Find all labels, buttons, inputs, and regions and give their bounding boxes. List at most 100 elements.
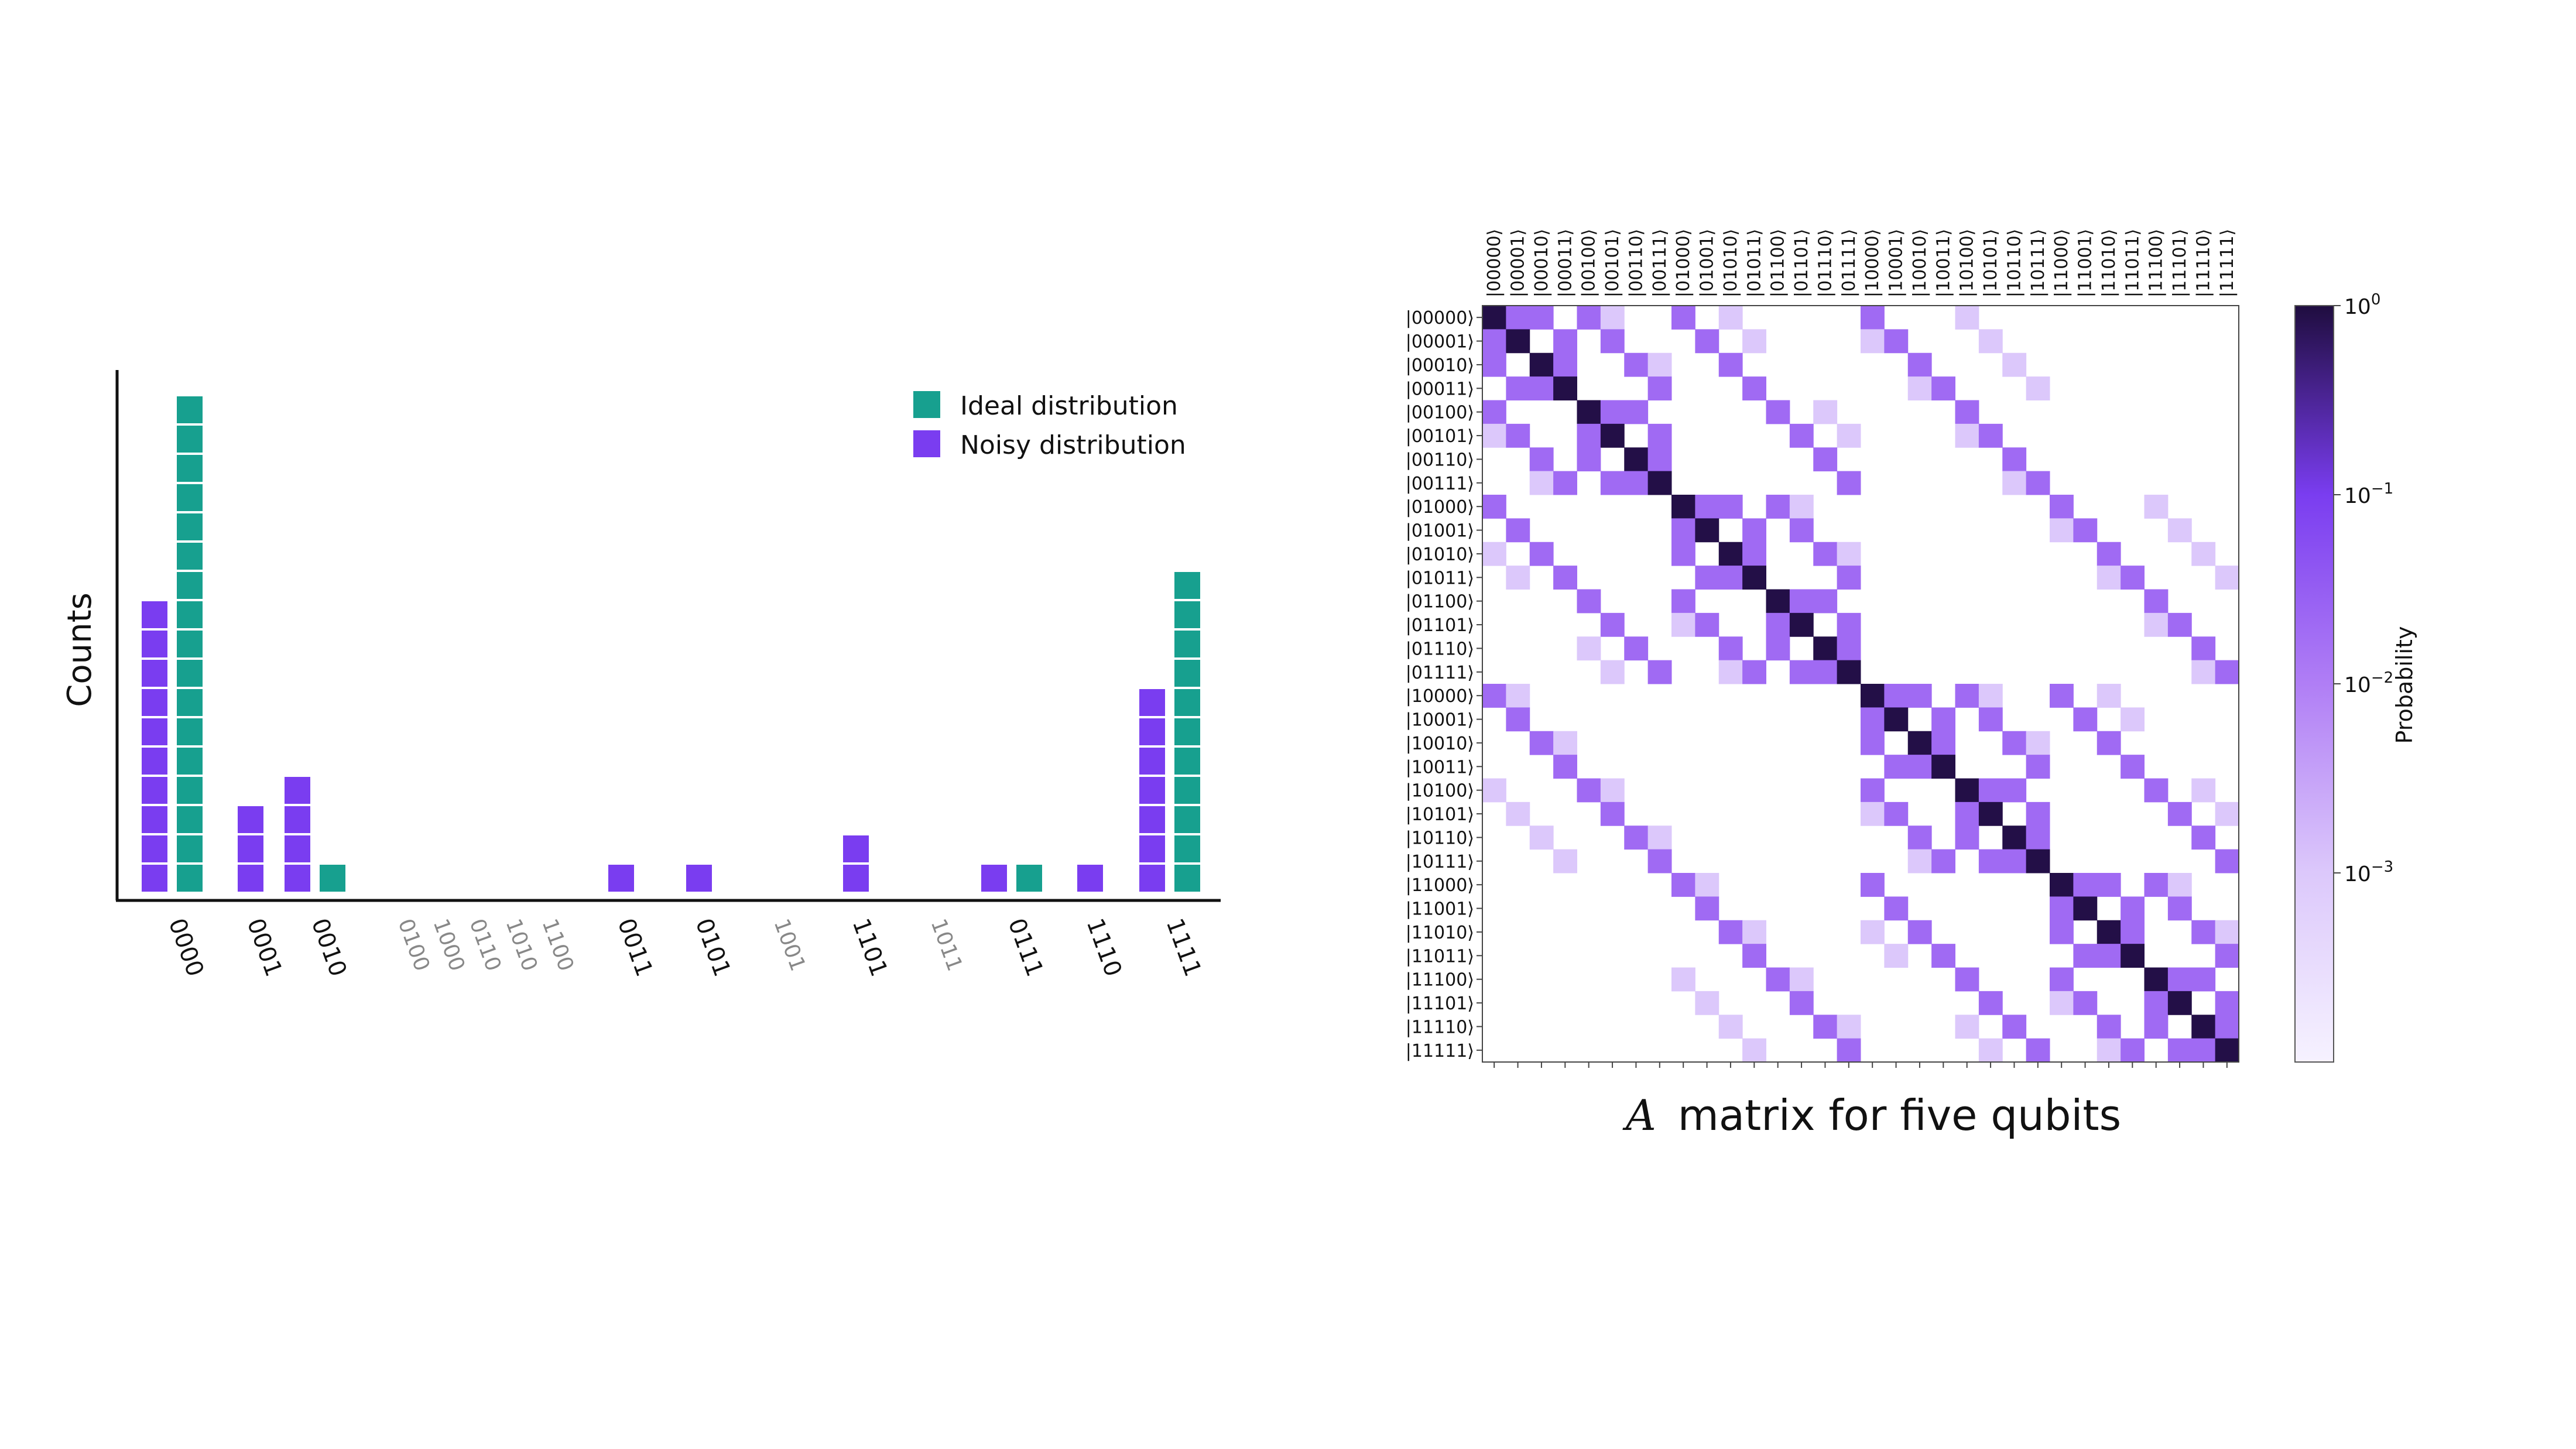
- y-axis-label: Counts: [61, 592, 99, 707]
- heatmap-cell: [1978, 684, 2003, 708]
- heatmap-cell: [1789, 589, 1814, 614]
- heatmap-cell: [1695, 612, 1719, 637]
- heatmap-cell: [2002, 1015, 2027, 1039]
- heatmap-cell: [2050, 873, 2074, 897]
- bar-ideal-0000-cell: [177, 718, 203, 745]
- heatmap-cell: [1482, 329, 1506, 354]
- heatmap-row-label: |11000⟩: [1406, 875, 1474, 896]
- heatmap-column-label: |10101⟩: [1981, 229, 2001, 297]
- heatmap-cell: [1742, 329, 1766, 354]
- heatmap-row-label: |10101⟩: [1406, 804, 1474, 825]
- bar-ideal-0000-cell: [177, 513, 203, 540]
- heatmap-cell: [1647, 376, 1672, 400]
- bar-noisy-1111-cell: [1139, 835, 1165, 862]
- heatmap-cell: [2191, 778, 2216, 803]
- heatmap-cell: [1647, 352, 1672, 377]
- heatmap-cell: [1861, 306, 1885, 330]
- bar-noisy-0000-cell: [142, 748, 167, 775]
- heatmap-cell: [2191, 542, 2216, 566]
- heatmap-cell: [1861, 920, 1885, 944]
- heatmap-cell: [1955, 778, 1979, 803]
- heatmap-cell: [1978, 991, 2003, 1015]
- heatmap-cell: [2167, 967, 2192, 992]
- heatmap-cell: [1695, 518, 1719, 543]
- heatmap-cell: [1695, 896, 1719, 921]
- heatmap-cell: [1789, 660, 1814, 684]
- heatmap-cell: [1482, 684, 1506, 708]
- heatmap-row-label: |00011⟩: [1406, 379, 1474, 399]
- heatmap-cell: [1529, 731, 1554, 755]
- heatmap-column-label: |01101⟩: [1791, 229, 1812, 297]
- heatmap-cell: [1931, 707, 1955, 732]
- heatmap-row-label: |01010⟩: [1406, 544, 1474, 565]
- heatmap-cell: [2144, 612, 2169, 637]
- x-tick-0110: 0110: [465, 916, 506, 974]
- heatmap-column-label: |10000⟩: [1862, 229, 1883, 297]
- heatmap-cell: [1506, 566, 1530, 590]
- heatmap-cell: [1837, 1015, 1861, 1039]
- heatmap-cell: [1529, 376, 1554, 400]
- heatmap-cell: [2144, 991, 2169, 1015]
- heatmap-cell: [2144, 589, 2169, 614]
- heatmap-cell: [2144, 967, 2169, 992]
- heatmap-cell: [1789, 423, 1814, 448]
- x-tick-0001: 0001: [242, 915, 287, 980]
- bar-ideal-0000-cell: [177, 865, 203, 892]
- heatmap-cell: [2050, 967, 2074, 992]
- heatmap-cell: [1482, 495, 1506, 519]
- bar-ideal-0000-cell: [177, 689, 203, 716]
- heatmap-row-label: |01101⟩: [1406, 615, 1474, 636]
- bar-noisy-0000-cell: [142, 660, 167, 687]
- heatmap-cell: [1907, 755, 1932, 779]
- heatmap-cell: [1955, 825, 1979, 850]
- heatmap-cell: [1861, 778, 1885, 803]
- heatmap-column-label: |11001⟩: [2075, 229, 2096, 297]
- colorbar-tick-label: 10−2: [2344, 669, 2393, 697]
- heatmap-cell: [1931, 849, 1955, 873]
- bar-noisy-1101-cell: [843, 835, 869, 862]
- heatmap-cell: [1671, 495, 1695, 519]
- bar-ideal-0000-cell: [177, 543, 203, 570]
- heatmap-cell: [1837, 612, 1861, 637]
- heatmap-cell: [2097, 542, 2121, 566]
- heatmap-cell: [1766, 589, 1790, 614]
- heatmap-cell: [1624, 636, 1649, 661]
- heatmap-cell: [1907, 684, 1932, 708]
- heatmap-cell: [1671, 967, 1695, 992]
- heatmap-cell: [1600, 778, 1625, 803]
- heatmap-cell: [1600, 471, 1625, 495]
- legend-swatch-noisy: [913, 430, 940, 457]
- heatmap-cells: [1482, 306, 2239, 1063]
- heatmap-cell: [2167, 612, 2192, 637]
- heatmap-cell: [1718, 495, 1743, 519]
- heatmap-row-label: |11111⟩: [1406, 1041, 1474, 1061]
- heatmap-cell: [1482, 542, 1506, 566]
- heatmap-cell: [1861, 329, 1885, 354]
- heatmap-cell: [2073, 707, 2098, 732]
- a-matrix-heatmap: |00000⟩|00001⟩|00010⟩|00011⟩|00100⟩|0010…: [1406, 229, 2239, 1140]
- bar-ideal-0000-cell: [177, 484, 203, 511]
- heatmap-cell: [1553, 566, 1577, 590]
- x-tick-0111: 0111: [1003, 915, 1049, 980]
- heatmap-cell: [1506, 329, 1530, 354]
- heatmap-cell: [1577, 778, 1601, 803]
- heatmap-cell: [1718, 636, 1743, 661]
- heatmap-cell: [2050, 991, 2074, 1015]
- caption-italic-a: A: [1622, 1091, 1656, 1140]
- heatmap-cell: [2097, 731, 2121, 755]
- heatmap-cell: [1789, 967, 1814, 992]
- heatmap-column-label: |00001⟩: [1508, 229, 1529, 297]
- bar-ideal-0111-cell: [1016, 865, 1042, 892]
- heatmap-cell: [2097, 1038, 2121, 1063]
- bar-noisy-1101-cell: [843, 865, 869, 892]
- heatmap-column-label: |00000⟩: [1484, 229, 1505, 297]
- heatmap-cell: [1529, 542, 1554, 566]
- heatmap-cell: [1600, 660, 1625, 684]
- heatmap-cell: [1529, 825, 1554, 850]
- heatmap-column-label: |11100⟩: [2146, 229, 2167, 297]
- heatmap-cell: [1482, 306, 1506, 330]
- heatmap-row-label: |00001⟩: [1406, 332, 1474, 352]
- heatmap-cell: [1907, 352, 1932, 377]
- heatmap-cell: [1506, 518, 1530, 543]
- heatmap-cell: [2097, 944, 2121, 968]
